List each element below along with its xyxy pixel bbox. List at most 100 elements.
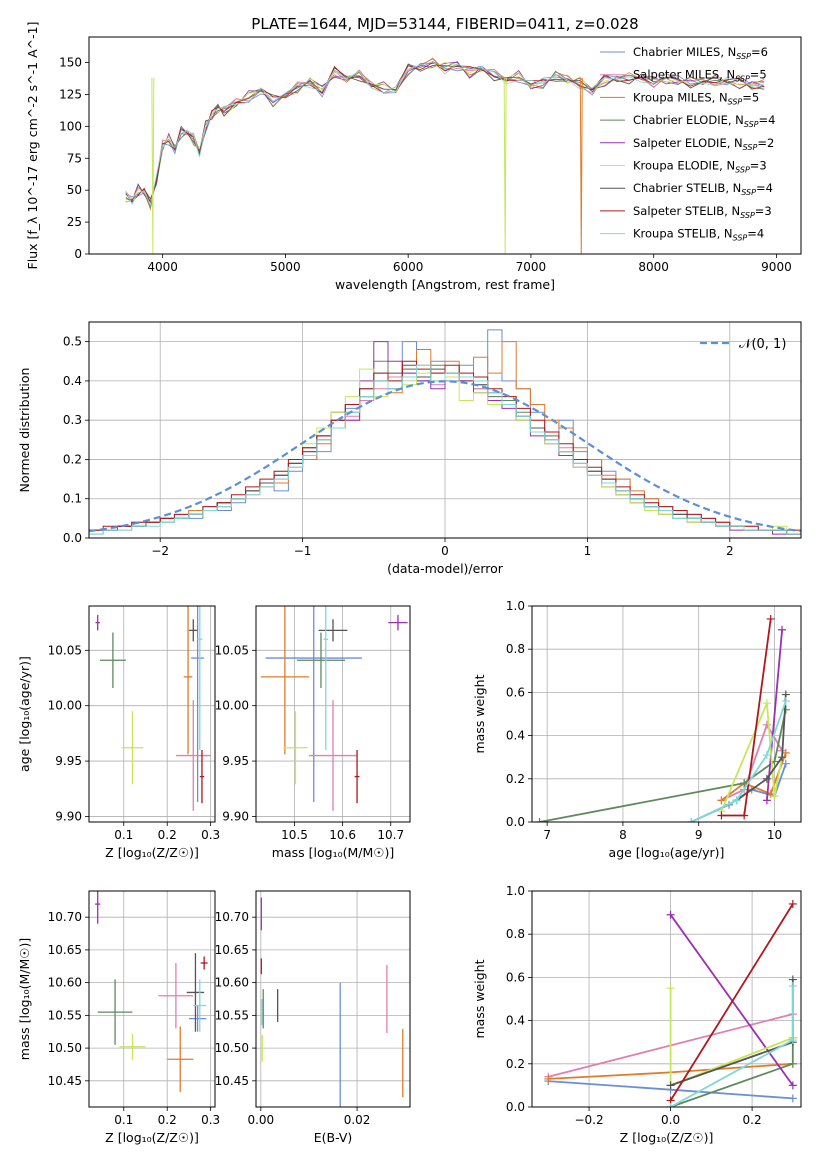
x-axis-label: age [log₁₀(age/yr)]: [609, 845, 725, 860]
mass-weight-marker-kroupa_stelib: [762, 751, 771, 760]
y-tick-label: 50: [67, 183, 82, 197]
panel-age-vs-Z: 0.1 0.2 0.3 9.90 9.95 10.00 10.05 Z [log₁₀(Z/Z☉…: [17, 605, 220, 860]
legend-text: Salpeter MILES, N: [633, 68, 735, 82]
x-tick-label: 10.7: [377, 828, 404, 842]
panel-mass-weight-vs-age: 7 8 9 10 0.0 0.2 0.4 0.6 0.8 1.0 age [log₁₀(age/yr…: [472, 599, 802, 860]
spectrum-dip: [579, 77, 583, 254]
y-tick-label: 0.6: [506, 685, 525, 699]
y-tick-label: 150: [59, 56, 82, 70]
y-tick-label: 10.65: [48, 943, 82, 957]
y-tick-label: 10.50: [48, 1041, 82, 1055]
panels: 4000 5000 6000 7000 8000 90000255075100125150…: [17, 22, 802, 1145]
plot-area: [260, 606, 408, 811]
y-tick-label: 10.05: [215, 643, 249, 657]
axes-frame: [531, 605, 802, 823]
mass-weight-line-salpeter_miles: [721, 722, 783, 802]
y-tick-label: 0.8: [506, 927, 525, 941]
y-tick-label: 125: [59, 87, 82, 101]
mass-weight-line-kroupa_elodie: [720, 702, 783, 812]
mass-weight-marker-chabrier_stelib: [666, 1081, 675, 1090]
legend-subscript: SSP: [736, 52, 751, 61]
x-tick-label: 10: [767, 828, 782, 842]
legend-value: =4: [756, 181, 773, 195]
plot-area: [95, 606, 211, 811]
y-tick-label: 10.55: [215, 1008, 249, 1022]
x-axis-label: Z [log₁₀(Z/Z☉)]: [105, 1130, 199, 1145]
y-tick-label: 10.65: [215, 943, 249, 957]
mass-weight-marker-chabrier_elodie: [740, 779, 749, 788]
x-tick-label: −0.2: [574, 1113, 603, 1127]
figure-title: PLATE=1644, MJD=53144, FIBERID=0411, z=0…: [251, 15, 638, 33]
mass-weight-marker-salpeter_elodie: [762, 796, 771, 805]
x-tick-label: 0.1: [114, 1113, 133, 1127]
x-tick-label: 2: [726, 544, 734, 558]
axes-frame: [255, 890, 411, 1108]
legend-subscript: SSP: [733, 234, 748, 243]
legend-text: Salpeter STELIB, N: [633, 204, 740, 218]
legend-subscript: SSP: [740, 211, 755, 220]
x-tick-label: −2: [151, 544, 169, 558]
y-tick-label: 0.0: [506, 1100, 525, 1114]
mass-weight-marker-salpeter_stelib: [740, 811, 749, 820]
y-tick-label: 0.3: [63, 413, 82, 427]
legend-subscript: SSP: [741, 188, 756, 197]
mass-weight-marker-kroupa_stelib: [781, 697, 790, 706]
y-axis-label: age [log₁₀(age/yr)]: [17, 656, 32, 772]
x-tick-label: 8: [619, 828, 627, 842]
legend-label: Kroupa ELODIE, NSSP=3: [633, 159, 767, 175]
legend-label: Kroupa STELIB, NSSP=4: [633, 227, 764, 243]
x-tick-label: 0.2: [743, 1113, 762, 1127]
x-axis-label: E(B-V): [314, 1130, 353, 1145]
mass-weight-marker-salpeter_stelib: [788, 899, 797, 908]
x-tick-label: 0.00: [247, 1113, 274, 1127]
y-tick-label: 10.00: [48, 699, 82, 713]
x-tick-label: 5000: [270, 260, 301, 274]
panel-mass-vs-EBV: 0.00 0.02 10.45 10.50 10.55 10.60 10.65 10.70 E(…: [215, 890, 411, 1145]
y-tick-label: 10.60: [48, 976, 82, 990]
mass-weight-marker-kroupa_stelib: [732, 796, 741, 805]
mass-weight-marker-chabrier_stelib: [778, 753, 787, 762]
mass-weight-line-salpeter_stelib: [669, 903, 794, 1101]
plot-area: [125, 57, 765, 254]
panel-residuals: −2 −1 0 1 2 0.0 0.1 0.2 0.3 0.4 0.5 (data-model)/er…: [17, 321, 802, 576]
legend-text: Salpeter ELODIE, N: [633, 136, 743, 150]
panel-age-vs-mass: 10.5 10.6 10.7 9.90 9.95 10.00 10.05 mass [log₁…: [215, 605, 411, 860]
y-axis-label: mass weight: [472, 959, 487, 1038]
y-tick-label: 0.5: [63, 335, 82, 349]
y-tick-label: 0: [74, 247, 82, 261]
legend-value: =6: [751, 45, 768, 59]
y-tick-label: 9.90: [222, 809, 249, 823]
y-axis-label: Normed distribution: [17, 368, 32, 493]
y-tick-label: 1.0: [506, 884, 525, 898]
y-tick-label: 0.2: [506, 772, 525, 786]
y-tick-label: 1.0: [506, 599, 525, 613]
mass-weight-marker-kroupa_stelib: [666, 1103, 675, 1107]
axes-frame: [88, 605, 216, 823]
mass-weight-marker-salpeter_elodie: [778, 625, 787, 634]
x-tick-label: 7: [543, 828, 551, 842]
x-tick-label: 0.2: [158, 1113, 177, 1127]
legend-label: Kroupa MILES, NSSP=5: [633, 90, 759, 106]
y-axis-label: mass [log₁₀(M/M☉)]: [17, 938, 32, 1060]
x-axis-label: (data-model)/error: [387, 561, 504, 576]
x-tick-label: −1: [294, 544, 312, 558]
x-tick-label: 7000: [516, 260, 547, 274]
x-tick-label: 0.0: [661, 1113, 680, 1127]
x-tick-label: 0.3: [201, 828, 220, 842]
legend-value: =4: [747, 227, 764, 241]
histogram-step-salpeter_stelib: [89, 360, 801, 531]
spectrum-dip: [503, 77, 507, 254]
mass-weight-marker-salpeter_elodie: [666, 910, 675, 919]
mass-weight-marker-salpeter_stelib: [717, 811, 726, 820]
y-tick-label: 0.4: [506, 1014, 525, 1028]
x-axis-label: Z [log₁₀(Z/Z☉)]: [620, 1130, 714, 1145]
y-tick-label: 0.1: [63, 492, 82, 506]
y-tick-label: 0.0: [506, 815, 525, 829]
spectrum-line-chabrier_stelib: [125, 63, 765, 200]
y-tick-label: 0.4: [506, 729, 525, 743]
x-tick-label: 4000: [147, 260, 178, 274]
mass-weight-marker-chabrier_stelib: [762, 774, 771, 783]
y-tick-label: 10.50: [215, 1041, 249, 1055]
x-tick-label: 1: [584, 544, 592, 558]
